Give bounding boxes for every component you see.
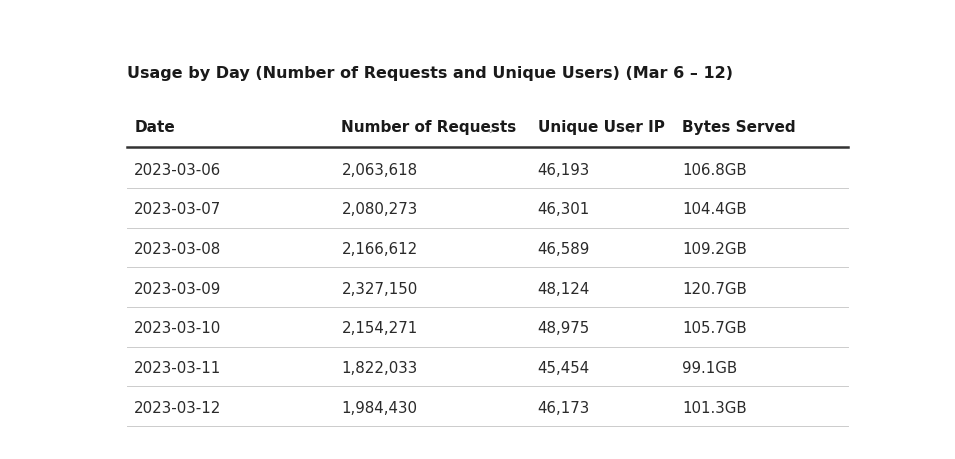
Text: 46,193: 46,193 [538, 162, 590, 178]
Text: 2,154,271: 2,154,271 [342, 321, 417, 336]
Text: 46,301: 46,301 [538, 202, 590, 217]
Text: 106.8GB: 106.8GB [682, 162, 747, 178]
Text: Number of Requests: Number of Requests [342, 120, 517, 135]
Text: 46,589: 46,589 [538, 241, 590, 257]
Text: 2023-03-09: 2023-03-09 [134, 281, 222, 296]
Text: 104.4GB: 104.4GB [682, 202, 747, 217]
Text: 1,984,430: 1,984,430 [342, 400, 417, 415]
Text: 45,454: 45,454 [538, 360, 590, 375]
Text: 120.7GB: 120.7GB [682, 281, 747, 296]
Text: 105.7GB: 105.7GB [682, 321, 747, 336]
Text: 101.3GB: 101.3GB [682, 400, 747, 415]
Text: Date: Date [134, 120, 175, 135]
Text: 109.2GB: 109.2GB [682, 241, 747, 257]
Text: Usage by Day (Number of Requests and Unique Users) (Mar 6 – 12): Usage by Day (Number of Requests and Uni… [127, 66, 732, 81]
Text: 1,822,033: 1,822,033 [342, 360, 417, 375]
Text: Unique User IP: Unique User IP [538, 120, 665, 135]
Text: 2023-03-08: 2023-03-08 [134, 241, 222, 257]
Text: Bytes Served: Bytes Served [682, 120, 796, 135]
Text: 48,124: 48,124 [538, 281, 590, 296]
Text: ⌄: ⌄ [626, 124, 636, 134]
Text: 2,327,150: 2,327,150 [342, 281, 417, 296]
Text: 48,975: 48,975 [538, 321, 590, 336]
Text: 2,166,612: 2,166,612 [342, 241, 417, 257]
Text: 2023-03-10: 2023-03-10 [134, 321, 222, 336]
Text: 2,063,618: 2,063,618 [342, 162, 417, 178]
Text: 2023-03-12: 2023-03-12 [134, 400, 222, 415]
Text: 2023-03-07: 2023-03-07 [134, 202, 222, 217]
Text: 46,173: 46,173 [538, 400, 590, 415]
Text: 99.1GB: 99.1GB [682, 360, 737, 375]
Text: 2023-03-11: 2023-03-11 [134, 360, 222, 375]
Text: 2,080,273: 2,080,273 [342, 202, 417, 217]
Text: ⌄: ⌄ [486, 124, 495, 134]
Text: 2023-03-06: 2023-03-06 [134, 162, 222, 178]
